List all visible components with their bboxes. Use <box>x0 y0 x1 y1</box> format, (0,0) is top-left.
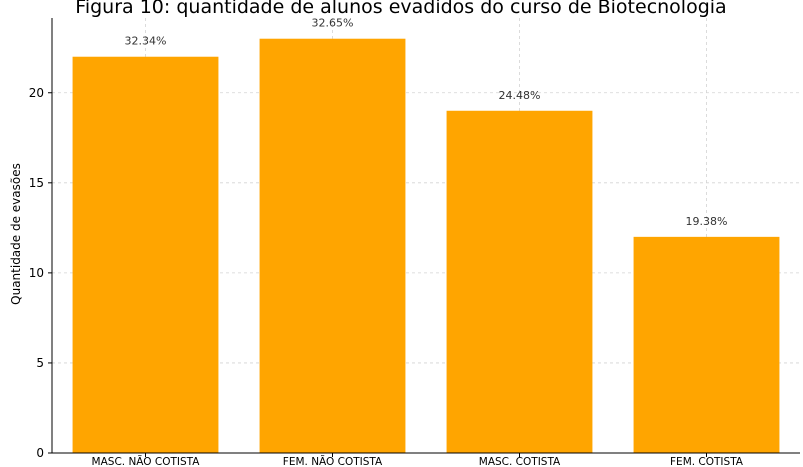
y-tick-label: 0 <box>36 446 44 460</box>
y-tick-label: 10 <box>29 266 44 280</box>
chart-title: Figura 10: quantidade de alunos evadidos… <box>75 0 726 18</box>
x-tick-label: MASC. COTISTA <box>479 456 561 467</box>
bar-layer <box>72 38 780 453</box>
y-tick-label: 20 <box>29 86 44 100</box>
bar <box>446 110 593 453</box>
x-tick-label: FEM. COTISTA <box>670 456 744 467</box>
bar-data-label: 32.65% <box>312 17 354 30</box>
x-tick-layer: MASC. NÃO COTISTA FEM. NÃO COTISTA MASC. C… <box>92 453 744 467</box>
bar-data-label: 24.48% <box>499 89 541 102</box>
y-axis-label: Quantidade de evasões <box>9 163 23 305</box>
y-tick-label: 15 <box>29 176 44 190</box>
bar <box>259 38 406 453</box>
y-tick-label: 5 <box>36 356 44 370</box>
x-tick-label: MASC. NÃO COTISTA <box>92 455 201 467</box>
bar <box>72 56 219 453</box>
bar <box>633 236 780 453</box>
y-tick-layer: 0 5 10 15 20 <box>29 86 52 460</box>
bar-data-label: 32.34% <box>125 35 167 48</box>
data-label-layer: 32.34% 32.65% 24.48% 19.38% <box>125 17 728 228</box>
x-tick-label: FEM. NÃO COTISTA <box>283 455 383 467</box>
bar-data-label: 19.38% <box>686 215 728 228</box>
